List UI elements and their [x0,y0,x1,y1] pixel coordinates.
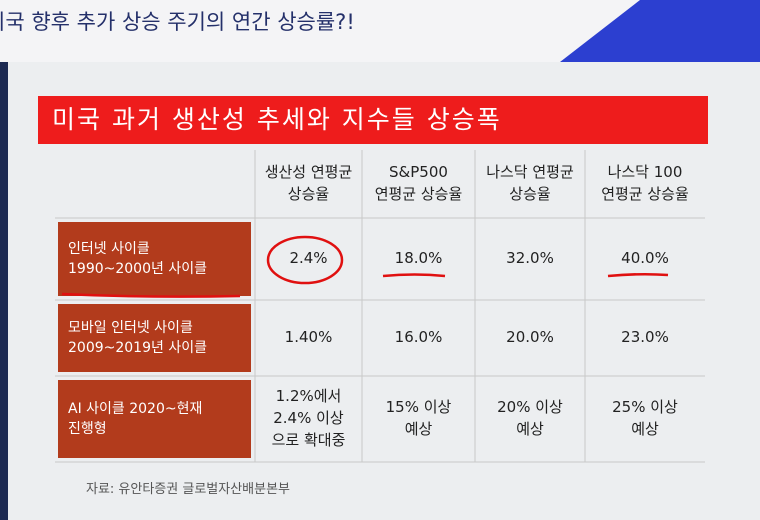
cell-value: 32.0% [506,249,554,268]
column-header: 나스닥 연평균 상승율 [486,163,574,203]
row-label: AI 사이클 2020~현재 진행형 [58,380,251,458]
table-title: 미국 과거 생산성 추세와 지수들 상승폭 [38,96,708,144]
cell-value: 1.2%에서 2.4% 이상 으로 확대중 [271,387,346,449]
source: 자료: 유안타증권 글로벌자산배분본부 [86,482,291,497]
cell-value: 40.0% [621,249,669,268]
cell-value: 15% 이상 예상 [385,398,452,438]
column-header: S&P500 연평균 상승율 [374,163,463,203]
cell-value: 23.0% [621,328,669,347]
row-label: 모바일 인터넷 사이클 2009~2019년 사이클 [58,304,251,372]
column-header: 나스닥 100 연평균 상승율 [601,163,689,203]
cell-value: 18.0% [394,249,443,268]
cell-value: 20% 이상 예상 [497,398,563,438]
cell-value: 2.4% [289,249,328,268]
handwriting [61,235,669,298]
slide-header: 미국 향후 추가 상승 주기의 연간 상승률?! [0,10,355,34]
cell-value: 1.40% [284,328,333,347]
column-header: 생산성 연평균 상승율 [264,163,353,203]
grid [55,150,705,463]
cell-value: 16.0% [394,328,443,347]
row-label: 인터넷 사이클 1990~2000년 사이클 [58,222,251,296]
cell-value: 25% 이상 예상 [612,398,678,438]
cell-value: 20.0% [506,328,554,347]
